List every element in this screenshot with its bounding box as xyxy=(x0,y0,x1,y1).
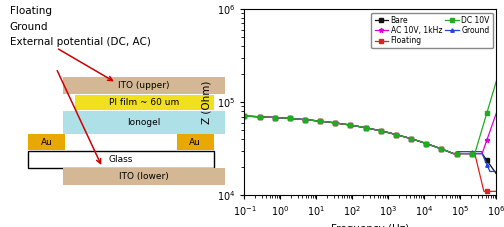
DC 10V xyxy=(451,152,457,155)
Bare xyxy=(392,133,398,136)
Text: ITO (lower): ITO (lower) xyxy=(119,172,169,181)
Ground xyxy=(487,170,493,173)
Bar xyxy=(28,151,214,168)
Text: Au: Au xyxy=(189,138,201,147)
Text: External potential (DC, AC): External potential (DC, AC) xyxy=(10,37,151,47)
Ground xyxy=(493,170,499,173)
Ground xyxy=(362,126,368,129)
Bare xyxy=(378,130,384,132)
AC 10V, 1kHz xyxy=(361,126,367,129)
Line: AC 10V, 1kHz: AC 10V, 1kHz xyxy=(242,110,499,156)
Bare xyxy=(361,126,367,129)
Floating xyxy=(362,126,368,129)
Y-axis label: Z (Ohm): Z (Ohm) xyxy=(202,80,211,124)
Ground xyxy=(378,130,384,132)
AC 10V, 1kHz xyxy=(488,127,494,130)
AC 10V, 1kHz xyxy=(362,126,368,129)
Floating xyxy=(392,133,398,136)
Text: Ionogel: Ionogel xyxy=(128,118,161,127)
Text: ITO (upper): ITO (upper) xyxy=(118,81,170,90)
Bar xyxy=(63,111,225,134)
Bar xyxy=(75,95,214,110)
X-axis label: Frequency (Hz): Frequency (Hz) xyxy=(331,224,410,227)
Floating xyxy=(378,130,384,132)
Bar xyxy=(63,77,225,94)
Line: Floating: Floating xyxy=(243,114,498,193)
DC 10V xyxy=(241,115,247,118)
DC 10V xyxy=(488,98,494,101)
Floating xyxy=(448,151,454,154)
AC 10V, 1kHz xyxy=(378,130,384,132)
Text: Ground: Ground xyxy=(10,22,48,32)
DC 10V xyxy=(378,130,384,132)
AC 10V, 1kHz xyxy=(392,133,398,136)
Bare xyxy=(493,173,499,175)
AC 10V, 1kHz xyxy=(241,115,247,118)
Text: PI film ~ 60 um: PI film ~ 60 um xyxy=(109,98,179,107)
Text: Glass: Glass xyxy=(109,155,133,163)
Bar xyxy=(63,168,225,185)
Ground xyxy=(241,115,247,118)
Ground xyxy=(392,133,398,136)
AC 10V, 1kHz xyxy=(448,151,454,154)
Bar xyxy=(28,134,66,150)
Bare xyxy=(448,151,454,154)
DC 10V xyxy=(361,126,367,129)
Bare xyxy=(241,115,247,118)
Floating xyxy=(481,190,487,193)
Ground xyxy=(448,151,454,154)
Floating xyxy=(361,126,367,129)
Bare xyxy=(362,126,368,129)
Floating xyxy=(493,190,499,193)
AC 10V, 1kHz xyxy=(451,152,457,155)
Floating xyxy=(241,115,247,118)
Bare xyxy=(487,164,493,167)
Legend: Bare, AC 10V, 1kHz, Floating, DC 10V, Ground: Bare, AC 10V, 1kHz, Floating, DC 10V, Gr… xyxy=(371,13,492,48)
Text: Au: Au xyxy=(41,138,53,147)
Ground xyxy=(361,126,367,129)
Line: DC 10V: DC 10V xyxy=(243,79,498,155)
DC 10V xyxy=(493,79,499,82)
Line: Bare: Bare xyxy=(243,114,498,176)
Bar xyxy=(176,134,214,150)
DC 10V xyxy=(362,126,368,129)
DC 10V xyxy=(448,151,454,154)
Ground xyxy=(488,170,494,173)
Line: Ground: Ground xyxy=(243,114,498,173)
DC 10V xyxy=(392,133,398,136)
Text: Floating: Floating xyxy=(10,6,52,16)
Floating xyxy=(488,190,494,193)
AC 10V, 1kHz xyxy=(493,111,499,114)
